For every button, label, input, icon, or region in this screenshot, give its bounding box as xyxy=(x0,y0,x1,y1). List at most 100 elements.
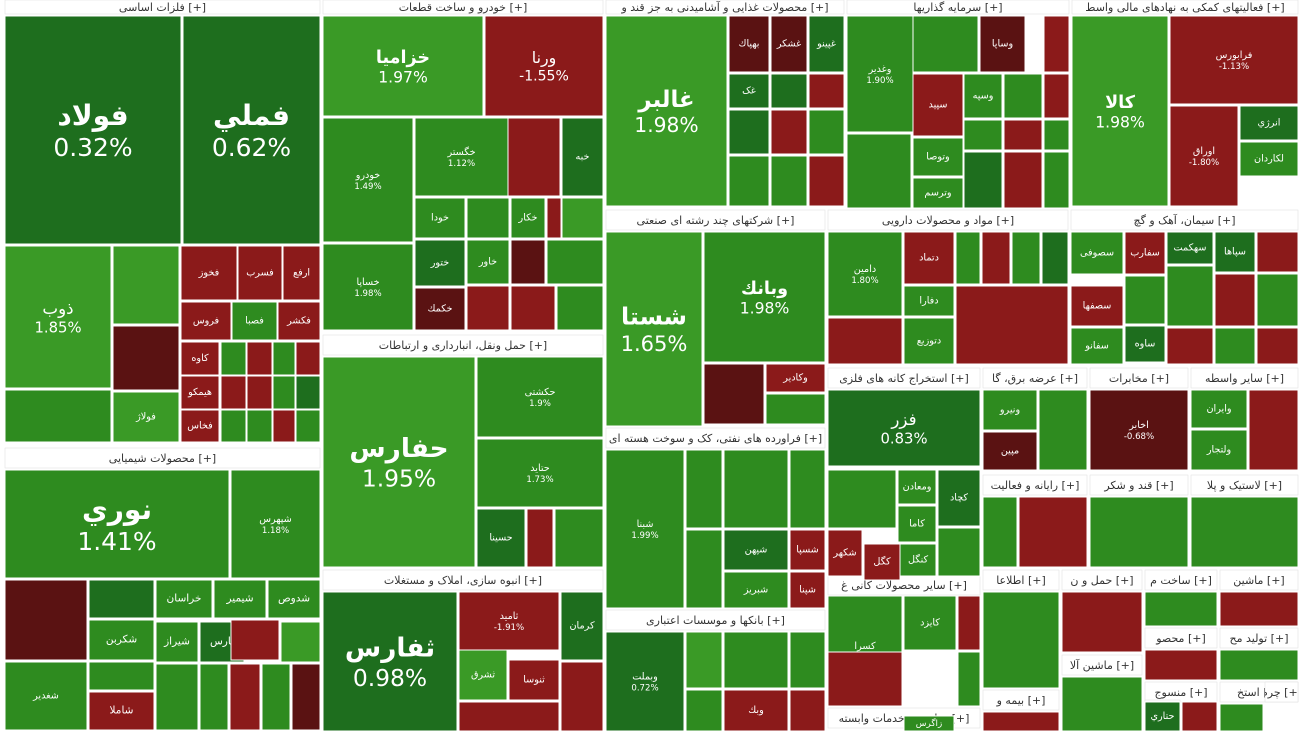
sector-header[interactable]: فلزات اساسی [+] xyxy=(4,0,321,15)
stock-tile-small[interactable] xyxy=(272,341,296,376)
stock-tile[interactable]: بهپاك xyxy=(728,15,770,73)
stock-tile[interactable]: فرابورس-1.13% xyxy=(1169,15,1299,105)
stock-tile[interactable]: شدوص xyxy=(267,579,321,619)
stock-tile-small[interactable] xyxy=(1043,151,1070,209)
sector-header[interactable]: عرضه برق، گا [+] xyxy=(982,367,1088,389)
stock-tile-small[interactable] xyxy=(827,651,903,707)
sector-header[interactable]: سایر محصولات کانی غ [+] xyxy=(827,574,981,596)
sector-header[interactable]: سرمایه گذاریها [+] xyxy=(846,0,1070,15)
stock-tile[interactable]: خاور xyxy=(466,239,510,285)
stock-tile[interactable]: ثشرق xyxy=(458,649,508,701)
stock-tile-small[interactable] xyxy=(220,375,247,410)
stock-tile[interactable]: خبه xyxy=(561,117,604,197)
stock-tile-small[interactable] xyxy=(554,508,604,568)
stock-tile-small[interactable] xyxy=(199,663,229,731)
stock-tile[interactable]: خودا xyxy=(414,197,466,239)
stock-tile-small[interactable] xyxy=(246,341,273,376)
stock-tile[interactable]: شغدیر xyxy=(4,661,88,731)
stock-tile[interactable]: وتوصا xyxy=(912,137,964,177)
sector-header[interactable]: بیمه و [+] xyxy=(982,689,1060,711)
stock-tile-small[interactable] xyxy=(770,109,808,155)
stock-tile-small[interactable] xyxy=(982,496,1018,568)
stock-tile-small[interactable] xyxy=(723,631,789,689)
stock-tile[interactable]: شکهر xyxy=(827,529,863,577)
stock-tile[interactable]: فکشر xyxy=(277,301,321,341)
stock-tile-small[interactable] xyxy=(229,663,261,731)
stock-tile-small[interactable] xyxy=(112,325,180,391)
stock-tile-small[interactable] xyxy=(827,469,897,529)
stock-tile-small[interactable] xyxy=(272,375,296,410)
stock-tile[interactable]: ثاميد-1.91% xyxy=(458,591,560,651)
sector-header[interactable]: مخابرات [+] xyxy=(1089,367,1189,389)
stock-tile-small[interactable] xyxy=(1003,73,1043,119)
sector-header[interactable]: اطلاعا [+] xyxy=(982,569,1060,591)
stock-tile-small[interactable] xyxy=(112,245,180,325)
stock-tile[interactable]: سصوفی xyxy=(1070,231,1124,275)
stock-tile-small[interactable] xyxy=(295,375,321,410)
sector-header[interactable]: محصولات غذایی و آشامیدنی به جز قند و [+] xyxy=(605,0,845,15)
stock-tile[interactable]: ساوه xyxy=(1124,325,1166,363)
stock-tile-small[interactable] xyxy=(981,231,1011,285)
stock-tile[interactable]: کچاد xyxy=(937,469,981,527)
stock-tile-small[interactable] xyxy=(1043,73,1070,119)
stock-tile[interactable]: خکمك xyxy=(414,287,466,331)
stock-tile-small[interactable] xyxy=(272,409,296,443)
stock-tile-small[interactable] xyxy=(261,663,291,731)
stock-tile[interactable]: ونيرو xyxy=(982,389,1038,431)
stock-tile-small[interactable] xyxy=(1003,119,1043,151)
stock-tile-small[interactable] xyxy=(937,527,981,577)
stock-tile-small[interactable] xyxy=(1089,496,1189,568)
sector-header[interactable]: محصولات شیمیایی [+] xyxy=(4,447,321,469)
stock-tile-small[interactable] xyxy=(982,591,1060,689)
stock-tile-small[interactable] xyxy=(912,15,979,73)
stock-tile-small[interactable] xyxy=(1003,151,1043,209)
sector-header[interactable]: لاستیک و پلا [+] xyxy=(1190,474,1299,496)
stock-tile-small[interactable] xyxy=(291,663,321,731)
stock-tile-small[interactable] xyxy=(246,375,273,410)
stock-tile-small[interactable] xyxy=(728,109,770,155)
stock-tile-small[interactable] xyxy=(1190,496,1299,568)
stock-tile[interactable]: خراسان xyxy=(155,579,213,619)
stock-tile-small[interactable] xyxy=(1166,327,1214,365)
stock-tile[interactable]: سفانو xyxy=(1070,327,1124,365)
stock-tile-small[interactable] xyxy=(703,363,765,425)
stock-tile[interactable]: کرمان xyxy=(560,591,604,661)
sector-header[interactable]: خودرو و ساخت قطعات [+] xyxy=(322,0,604,15)
stock-tile[interactable]: فصبا xyxy=(231,301,278,341)
stock-tile-small[interactable] xyxy=(685,449,723,529)
stock-tile-small[interactable] xyxy=(88,579,155,619)
stock-tile[interactable]: حتاري xyxy=(1144,701,1181,731)
stock-tile-small[interactable] xyxy=(963,119,1003,151)
stock-tile-small[interactable] xyxy=(827,317,903,365)
stock-tile[interactable]: فخوز xyxy=(180,245,238,301)
sector-header[interactable]: سیمان، آهک و گچ [+] xyxy=(1070,209,1299,231)
stock-tile-small[interactable] xyxy=(220,409,247,443)
stock-tile-small[interactable] xyxy=(1061,676,1143,731)
sector-header[interactable]: قند و شکر [+] xyxy=(1089,474,1189,496)
stock-tile-small[interactable] xyxy=(1219,649,1299,681)
stock-tile-small[interactable] xyxy=(963,151,1003,209)
stock-tile[interactable]: سپید xyxy=(912,73,964,137)
stock-tile[interactable]: شبريز xyxy=(723,571,789,609)
stock-tile[interactable]: شپنا xyxy=(789,571,826,609)
stock-tile[interactable]: ارفع xyxy=(282,245,321,301)
sector-header[interactable]: رایانه و فعالیت [+] xyxy=(982,474,1088,496)
stock-tile-small[interactable] xyxy=(789,689,826,731)
stock-tile-small[interactable] xyxy=(458,701,560,731)
sector-header[interactable]: فعالیتهای کمکی به نهادهای مالی واسط [+] xyxy=(1071,0,1299,15)
sector-header[interactable]: استخراج کانه های فلزی [+] xyxy=(827,367,981,389)
stock-tile-small[interactable] xyxy=(955,231,981,285)
stock-tile-small[interactable] xyxy=(765,393,826,425)
stock-tile-small[interactable] xyxy=(1018,496,1088,568)
